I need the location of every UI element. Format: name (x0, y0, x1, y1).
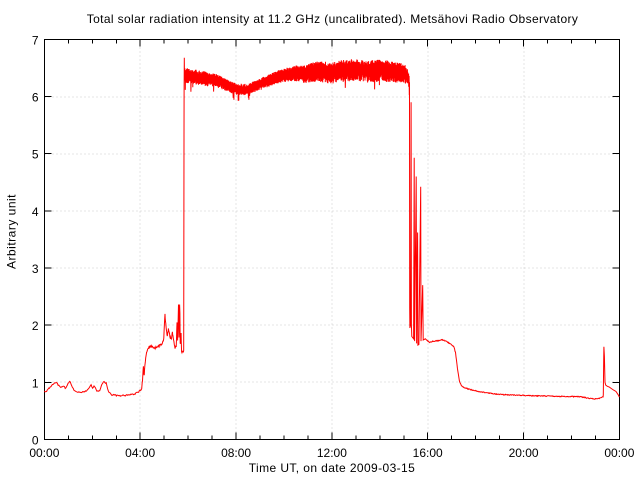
svg-text:4: 4 (32, 205, 39, 219)
svg-text:00:00: 00:00 (29, 446, 59, 460)
svg-text:3: 3 (32, 262, 39, 276)
svg-text:20:00: 20:00 (509, 446, 539, 460)
svg-text:5: 5 (32, 148, 39, 162)
svg-text:Total solar radiation intensit: Total solar radiation intensity at 11.2 … (87, 12, 579, 26)
svg-text:00:00: 00:00 (604, 446, 634, 460)
svg-text:6: 6 (32, 91, 39, 105)
svg-text:16:00: 16:00 (413, 446, 443, 460)
svg-text:2: 2 (32, 319, 39, 333)
svg-text:0: 0 (32, 433, 39, 447)
svg-text:7: 7 (32, 33, 39, 47)
svg-text:1: 1 (32, 376, 39, 390)
svg-text:Time UT, on date 2009-03-15: Time UT, on date 2009-03-15 (249, 461, 415, 475)
svg-text:Arbitrary unit: Arbitrary unit (5, 194, 19, 269)
svg-text:08:00: 08:00 (221, 446, 251, 460)
svg-text:12:00: 12:00 (317, 446, 347, 460)
svg-text:04:00: 04:00 (125, 446, 155, 460)
